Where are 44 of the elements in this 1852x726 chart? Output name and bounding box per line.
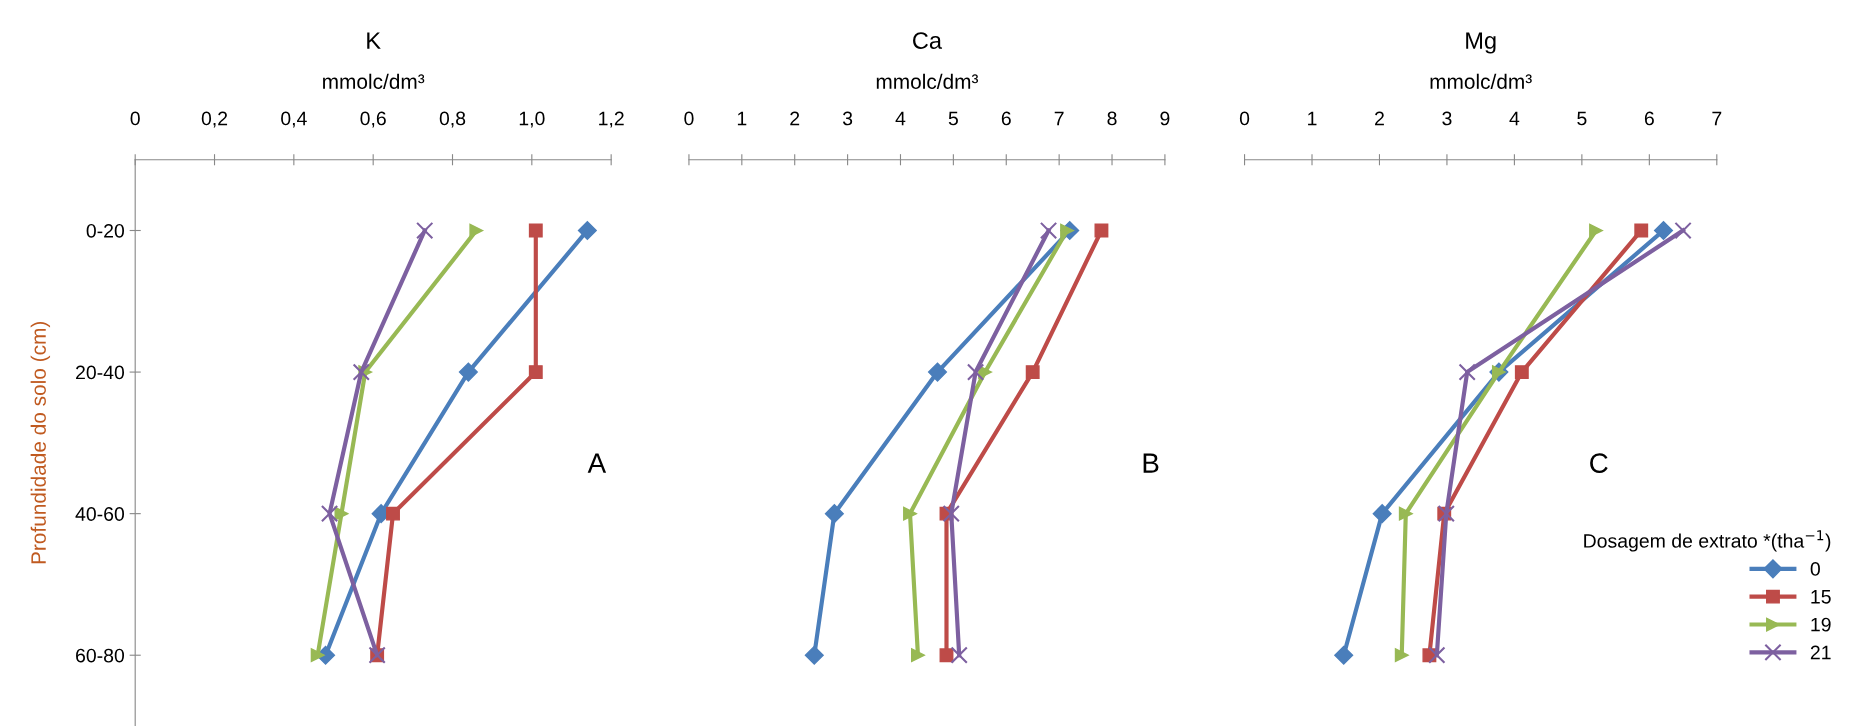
y-tick-label: 0-20 [86,223,125,238]
legend-label: 19 [1811,617,1831,632]
chart-title: Ca [913,32,943,49]
x-tick-label: 2 [790,111,800,126]
x-tick-label: 9 [1160,111,1170,126]
x-tick-label: 4 [895,111,906,126]
x-tick-label: 0,2 [201,111,228,128]
legend-label: 0 [1810,562,1820,576]
x-tick-label: 5 [1577,111,1587,126]
x-tick-label: 3 [1442,111,1452,126]
x-tick-label: 5 [948,111,958,126]
y-tick-label: 60-80 [76,648,125,663]
annotation: C [1590,453,1608,473]
x-tick-label: 0,4 [281,111,307,128]
x-tick-label: 7 [1712,111,1722,126]
y-axis-title: Profundidade do solo (cm) [30,321,51,564]
x-tick-label: 8 [1107,111,1117,126]
x-tick-label: 1 [1308,111,1317,126]
x-tick-label: 7 [1054,111,1064,126]
x-tick-label: 0 [1239,111,1250,126]
x-tick-label: 6 [1001,111,1011,126]
x-axis-title: mmolc/dm³ [323,73,425,90]
x-axis-title: mmolc/dm³ [1430,73,1532,90]
x-tick-label: 3 [842,111,853,126]
x-tick-label: 1 [737,111,747,126]
x-tick-label: 1,2 [599,111,624,128]
annotation: A [587,453,607,473]
x-tick-label: 6 [1644,111,1654,126]
annotation: B [1143,453,1159,473]
chart-title: Mg [1466,32,1496,54]
y-tick-label: 40-60 [75,507,125,521]
x-tick-label: 0 [130,111,140,126]
x-tick-label: 4 [1509,111,1520,126]
x-axis-title: mmolc/dm³ [876,73,979,90]
x-tick-label: 1,0 [519,111,545,128]
x-tick-label: 0,8 [439,111,466,128]
legend-title: Dosagem de extrato *(tha$^{−1}$) [1584,530,1831,552]
x-tick-label: 2 [1375,111,1384,126]
x-tick-label: 0 [684,111,694,126]
chart-title: K [367,32,381,49]
legend-label: 21 [1810,645,1831,660]
x-tick-label: 0,6 [360,111,386,128]
y-tick-label: 20-40 [76,365,125,380]
legend-label: 15 [1811,590,1831,604]
